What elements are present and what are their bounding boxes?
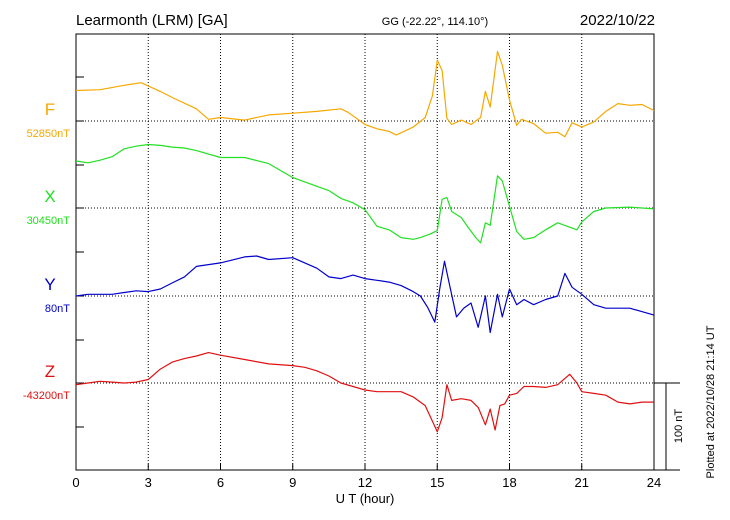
x-axis-title: U T (hour) [336,491,395,506]
channel-baseline-z: -43200nT [23,390,70,402]
x-tick-label: 15 [430,475,444,490]
x-tick-label: 18 [502,475,516,490]
date-label: 2022/10/22 [580,12,655,29]
x-axis: 0 3 6 9 12 15 18 21 24 [72,464,661,490]
channel-label-x: X [44,187,55,206]
coordinates-label: GG (-22.22°, 114.10°) [382,16,488,28]
plot-frame [75,33,655,471]
channel-label-y: Y [44,275,55,294]
series-group: F 52850nT X 30450nT Y 80nT Z -43200nT [23,50,655,433]
grid [76,34,654,470]
channel-label-z: Z [45,362,55,381]
left-tick-marks [76,76,84,428]
channel-baseline-y: 80nT [45,303,70,315]
series-line-f [75,50,655,138]
x-tick-label: 3 [145,475,152,490]
plotted-timestamp: Plotted at 2022/10/28 21:14 UT [705,325,717,478]
scale-bar [654,382,680,471]
x-tick-label: 21 [575,475,589,490]
scale-bar-label: 100 nT [673,409,685,444]
x-tick-label: 12 [358,475,372,490]
channel-baseline-x: 30450nT [27,215,71,227]
station-title: Learmonth (LRM) [GA] [76,12,228,29]
series-line-z [75,352,654,433]
x-tick-label: 6 [217,475,224,490]
x-tick-label: 24 [647,475,661,490]
x-tick-label: 9 [289,475,296,490]
series-line-x [75,143,655,244]
series-line-y [75,255,655,334]
channel-baseline-f: 52850nT [27,128,71,140]
x-tick-label: 0 [72,475,79,490]
channel-label-f: F [45,100,55,119]
